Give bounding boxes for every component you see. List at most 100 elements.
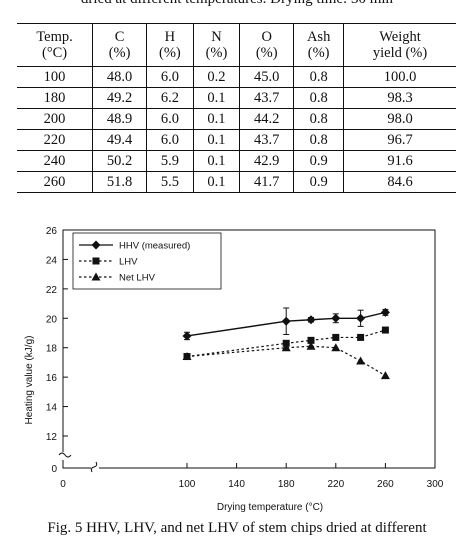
- triangle-marker: [281, 343, 291, 352]
- table-cell: 0.8: [293, 108, 345, 130]
- square-marker: [307, 336, 315, 344]
- header-n: N (%): [193, 23, 241, 67]
- table-cell: 6.0: [146, 129, 194, 151]
- x-axis-break-mark: [90, 461, 98, 473]
- table-cell: 49.4: [92, 129, 148, 151]
- square-marker: [92, 257, 100, 265]
- table-header-row: Temp. (°C) C (%) H (%) N (%) O (%) Ash (%) Wei…: [17, 23, 456, 67]
- legend-label: Net LHV: [119, 273, 156, 284]
- series-line: [186, 311, 386, 337]
- diamond-marker: [331, 313, 341, 323]
- table-cell: 41.7: [239, 171, 295, 193]
- table-row: 100 48.0 6.0 0.2 45.0 0.8 100.0: [17, 66, 456, 88]
- table-cell: 100.0: [343, 66, 456, 88]
- y-tick-label: 16: [46, 373, 58, 384]
- y-tick-label: 14: [46, 403, 58, 414]
- x-axis-label: Drying temperature (°C): [217, 502, 323, 513]
- diamond-marker: [356, 313, 366, 323]
- diamond-marker: [91, 240, 101, 250]
- table-cell: 44.2: [239, 108, 295, 130]
- header-c: C (%): [92, 23, 148, 67]
- table-cell: 48.9: [92, 108, 148, 130]
- table-cell: 5.5: [146, 171, 194, 193]
- table-cell: 0.1: [193, 87, 241, 109]
- table-cell: 5.9: [146, 150, 194, 172]
- table-cell: 0.1: [193, 171, 241, 193]
- table-cell: 240: [17, 150, 94, 172]
- table-row: 240 50.2 5.9 0.1 42.9 0.9 91.6: [17, 150, 456, 172]
- square-marker: [381, 326, 389, 334]
- table-cell: 6.0: [146, 108, 194, 130]
- series-0: [182, 307, 390, 341]
- y-tick-label: 18: [46, 344, 58, 355]
- legend-label: LHV: [119, 257, 138, 268]
- table-cell: 100: [17, 66, 94, 88]
- table-cell: 48.0: [92, 66, 148, 88]
- header-temp: Temp. (°C): [17, 23, 94, 67]
- triangle-marker: [356, 356, 366, 365]
- table-cell: 45.0: [239, 66, 295, 88]
- table-cell: 43.7: [239, 87, 295, 109]
- table-row: 220 49.4 6.0 0.1 43.7 0.8 96.7: [17, 129, 456, 151]
- table-cell: 0.1: [193, 108, 241, 130]
- table-cell: 51.8: [92, 171, 148, 193]
- series-2: [182, 341, 390, 380]
- y-axis-break-mark: [58, 452, 72, 458]
- table-row: 260 51.8 5.5 0.1 41.7 0.9 84.6: [17, 171, 456, 193]
- x-tick-label: 300: [427, 479, 444, 490]
- table-cell: 260: [17, 171, 94, 193]
- figure-caption: Fig. 5 HHV, LHV, and net LHV of stem chi…: [47, 520, 427, 536]
- x-tick-label: 140: [228, 479, 245, 490]
- square-marker: [357, 333, 365, 341]
- table-cell: 0.8: [293, 129, 345, 151]
- table-cell: 50.2: [92, 150, 148, 172]
- triangle-marker: [182, 352, 192, 361]
- series-line: [186, 345, 386, 377]
- chart-legend: HHV (measured) LHV Net LHV: [72, 232, 222, 290]
- y-axis-break-gap: [60, 452, 66, 460]
- table-cell: 96.7: [343, 129, 456, 151]
- chart-series: [182, 307, 390, 380]
- table-cell: 0.8: [293, 66, 345, 88]
- x-tick-label: 100: [179, 479, 196, 490]
- triangle-marker: [380, 371, 390, 380]
- table-cell: 200: [17, 108, 94, 130]
- triangle-marker: [91, 272, 101, 281]
- table-cell: 6.0: [146, 66, 194, 88]
- table-cell: 49.2: [92, 87, 148, 109]
- table-cell: 0.9: [293, 171, 345, 193]
- y-tick-label: 12: [46, 432, 58, 443]
- table-cell: 0.1: [193, 129, 241, 151]
- diamond-marker: [182, 331, 192, 341]
- header-h: H (%): [146, 23, 194, 67]
- table-caption: dried at different temperatures. Drying …: [0, 0, 474, 8]
- y-axis-label: Heating value (kJ/g): [24, 336, 35, 425]
- triangle-marker: [331, 343, 341, 352]
- table-row: 180 49.2 6.2 0.1 43.7 0.8 98.3: [17, 87, 456, 109]
- table-cell: 0.8: [293, 87, 345, 109]
- y-tick-label: 20: [46, 314, 58, 325]
- table-cell: 180: [17, 87, 94, 109]
- table-row: 200 48.9 6.0 0.1 44.2 0.8 98.0: [17, 108, 456, 130]
- header-ash: Ash (%): [293, 23, 345, 67]
- header-o: O (%): [239, 23, 295, 67]
- table-cell: 6.2: [146, 87, 194, 109]
- legend-label: HHV (measured): [119, 241, 190, 252]
- x-tick-label: 180: [278, 479, 295, 490]
- table-cell: 98.3: [343, 87, 456, 109]
- square-marker: [332, 333, 340, 341]
- diamond-marker: [281, 316, 291, 326]
- x-tick-label: 0: [60, 479, 66, 490]
- table-cell: 98.0: [343, 108, 456, 130]
- diamond-marker: [306, 315, 316, 325]
- x-axis-break-gap: [91, 465, 99, 471]
- composition-table: Temp. (°C) C (%) H (%) N (%) O (%) Ash (%) Wei…: [17, 23, 456, 193]
- table-cell: 0.1: [193, 150, 241, 172]
- y-tick-label: 26: [46, 226, 58, 237]
- table-cell: 42.9: [239, 150, 295, 172]
- triangle-marker: [306, 341, 316, 350]
- table-cell: 43.7: [239, 129, 295, 151]
- table-cell: 220: [17, 129, 94, 151]
- x-tick-label: 220: [327, 479, 344, 490]
